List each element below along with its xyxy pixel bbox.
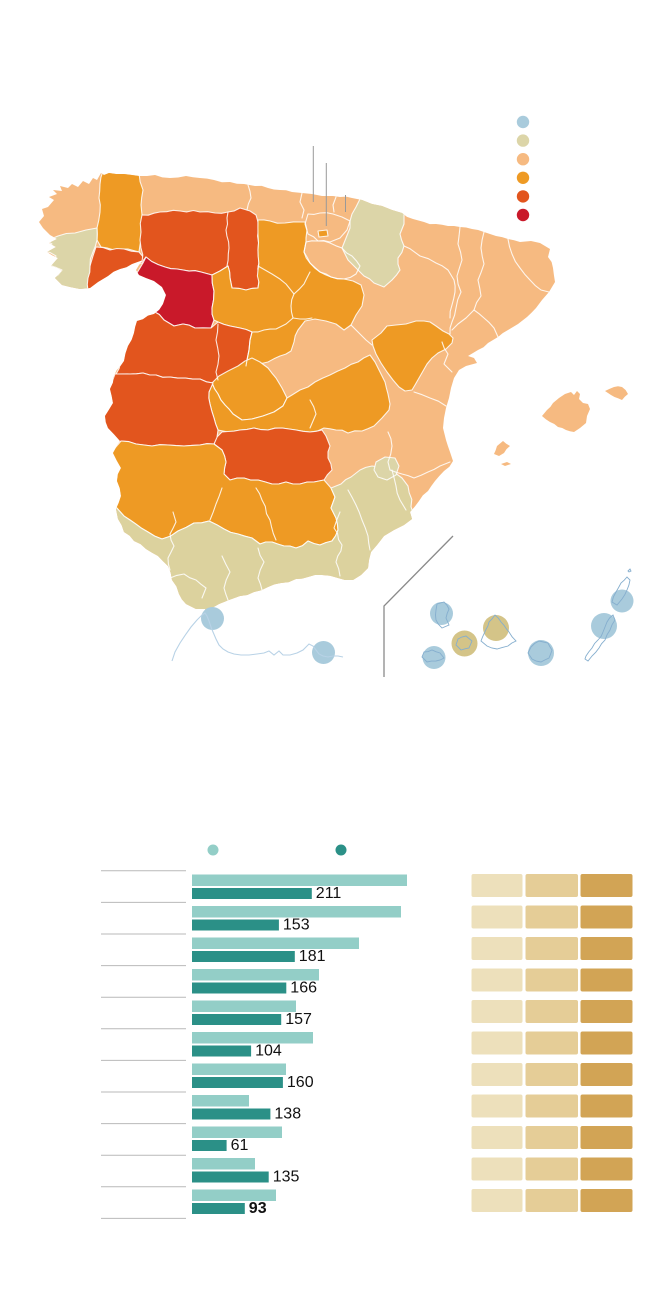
svg-text:181: 181 (299, 948, 326, 965)
svg-text:157: 157 (285, 1011, 312, 1028)
svg-text:211: 211 (316, 885, 342, 902)
svg-text:61: 61 (231, 1137, 249, 1154)
svg-text:153: 153 (283, 917, 310, 934)
svg-text:93: 93 (249, 1200, 267, 1217)
svg-text:138: 138 (274, 1106, 301, 1123)
svg-text:104: 104 (255, 1043, 282, 1060)
svg-text:160: 160 (287, 1074, 314, 1091)
svg-text:166: 166 (290, 980, 317, 997)
svg-text:135: 135 (273, 1169, 300, 1186)
